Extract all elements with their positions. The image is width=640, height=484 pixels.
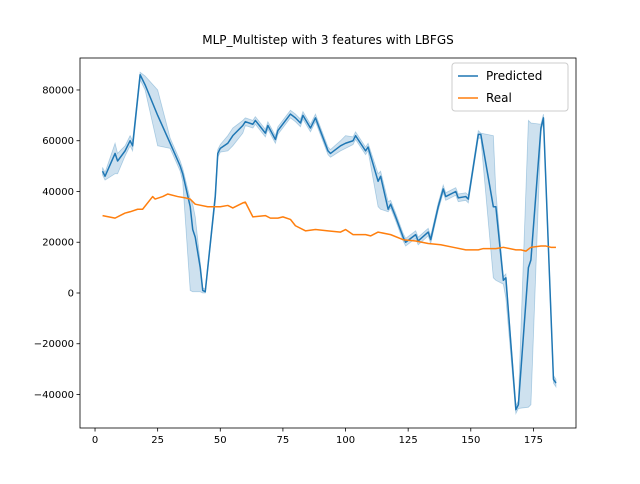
x-tick-label: 100: [336, 435, 355, 446]
confidence-band: [102, 71, 557, 415]
x-tick-label: 0: [92, 435, 98, 446]
legend-label: Real: [486, 91, 512, 105]
y-tick-label: −40000: [34, 390, 74, 401]
legend-label: Predicted: [486, 69, 542, 83]
y-tick-label: 80000: [42, 85, 74, 96]
x-tick-label: 75: [277, 435, 290, 446]
x-tick-label: 25: [151, 435, 164, 446]
y-tick-label: 60000: [42, 136, 74, 147]
y-tick-label: 40000: [42, 187, 74, 198]
x-tick-label: 50: [214, 435, 227, 446]
x-tick-label: 125: [399, 435, 418, 446]
x-tick-label: 175: [524, 435, 543, 446]
series-line: [102, 193, 556, 252]
y-tick-label: −20000: [34, 339, 74, 350]
y-tick-label: 20000: [42, 238, 74, 249]
x-tick-label: 150: [461, 435, 480, 446]
series-line: [101, 73, 557, 411]
legend-box: [451, 62, 569, 112]
chart-title: MLP_Multistep with 3 features with LBFGS: [202, 33, 454, 47]
y-tick-label: 0: [68, 288, 74, 299]
plot-frame: [79, 57, 577, 429]
